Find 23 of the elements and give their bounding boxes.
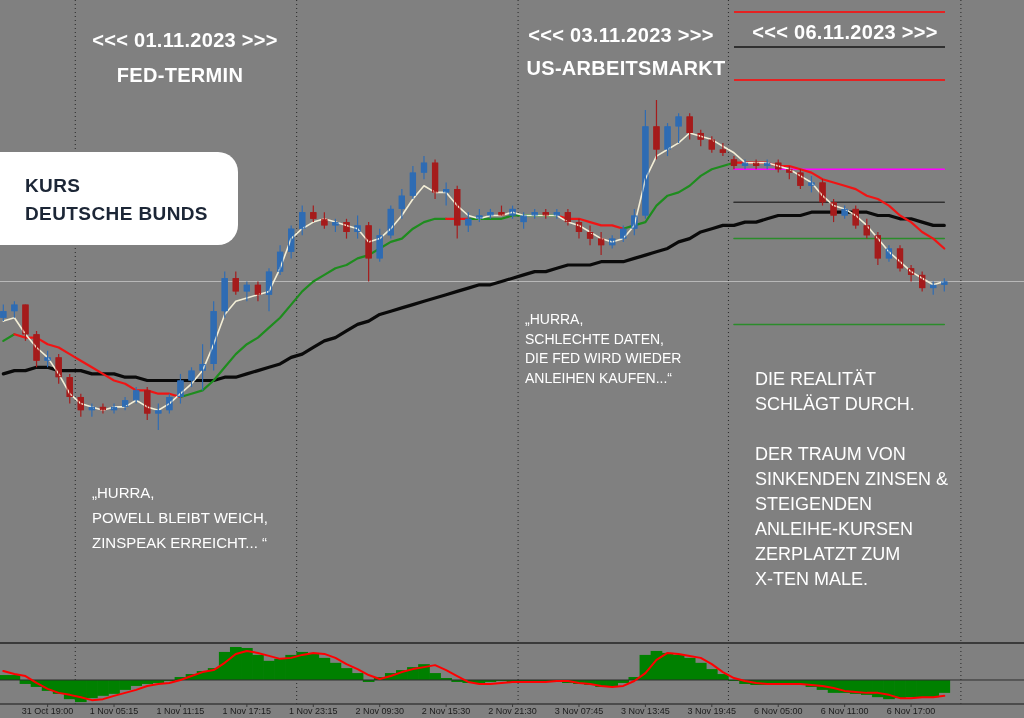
x-tick-label: 1 Nov 05:15: [89, 706, 139, 717]
text: „HURRA, POWELL BLEIBT WEICH, ZINSPEAK ERREICHT... “: [92, 483, 269, 553]
text: FED-TERMIN: [115, 63, 245, 88]
text: DIE REALITÄT SCHLÄGT DURCH. DER TRAUM VON SINKENDEN ZINSEN & STEIGENDEN ANLEIHE-KURSEN ZERPLATZT ZUM X-TEN MALE.: [755, 369, 949, 589]
x-tick-label: 1 Nov 17:15: [222, 706, 272, 717]
x-tick-label: 3 Nov 07:45: [554, 706, 604, 717]
x-tick-label: 1 Nov 11:15: [156, 706, 205, 717]
x-tick-label: 6 Nov 05:00: [753, 706, 803, 717]
x-tick-label: 6 Nov 17:00: [886, 706, 936, 717]
x-tick-label: 3 Nov 19:45: [687, 706, 737, 717]
annotation: „HURRA, SCHLECHTE DATEN, DIE FED WIRD WIEDER ANLEIHEN KAUFEN...“: [525, 310, 683, 388]
text: US-ARBEITSMARKT: [526, 56, 726, 81]
text: <<< 06.11.2023 >>>: [751, 20, 939, 45]
title-card: KURS DEUTSCHE BUNDS: [0, 152, 238, 245]
x-tick-label: 31 Oct 19:00: [21, 706, 74, 717]
x-tick-label: 1 Nov 23:15: [289, 706, 338, 717]
x-tick-label: 2 Nov 15:30: [421, 706, 471, 717]
x-tick-label: 2 Nov 21:30: [488, 706, 537, 717]
x-tick-label: 6 Nov 11:00: [820, 706, 869, 717]
text: <<< 01.11.2023 >>>: [91, 28, 279, 53]
x-tick-label: 3 Nov 13:45: [621, 706, 670, 717]
text: <<< 03.11.2023 >>>: [527, 23, 715, 48]
x-tick-label: 2 Nov 09:30: [355, 706, 404, 717]
